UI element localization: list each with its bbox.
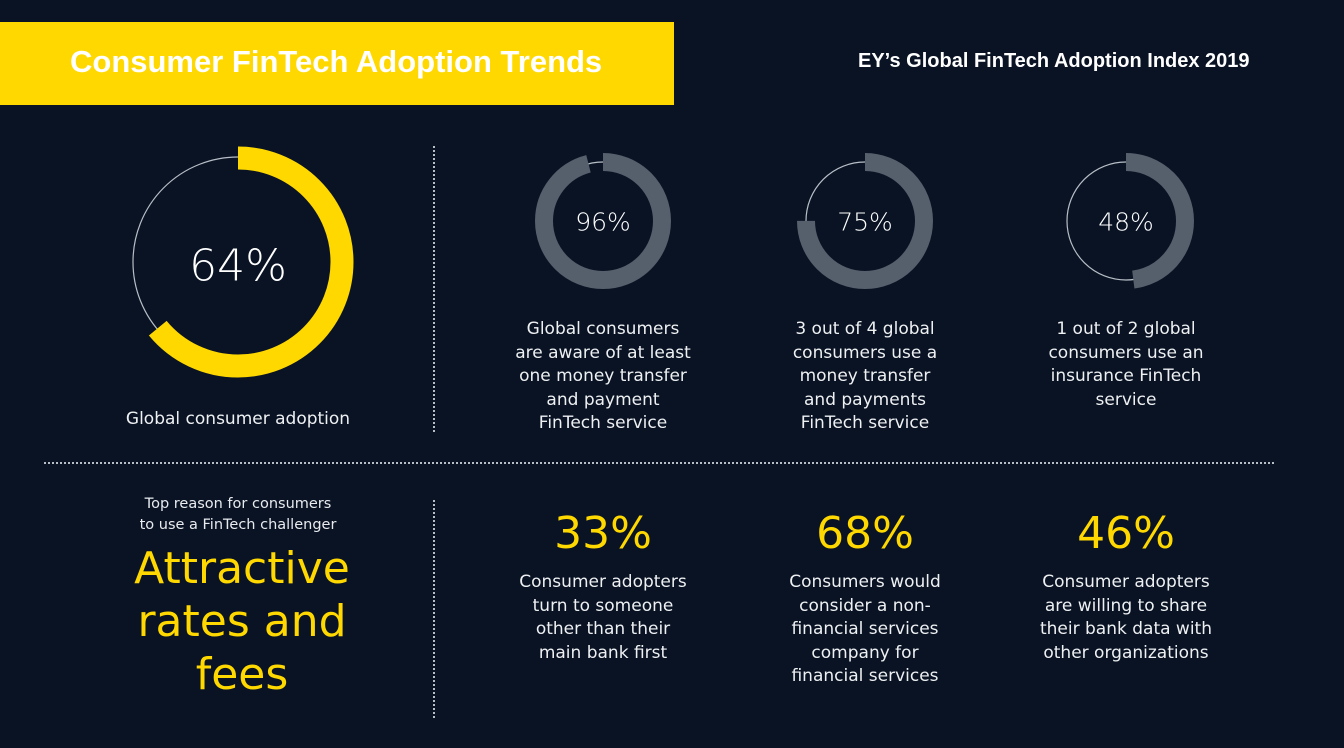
donut-money-transfer	[797, 153, 933, 289]
stat-value-nonfinancial: 68%	[816, 508, 914, 559]
donut-label-adoption: 64%	[189, 240, 287, 292]
caption-adoption: Global consumer adoption	[125, 409, 351, 429]
donut-insurance	[1058, 153, 1194, 289]
title-banner	[0, 22, 674, 105]
donut-label-awareness: 96%	[575, 207, 631, 237]
stat-caption-share-data: Consumer adopters are willing to share t…	[1039, 572, 1213, 663]
donut-arc	[122, 146, 354, 378]
caption-insurance: 1 out of 2 global consumers use an insur…	[1048, 319, 1204, 410]
stat-caption-nonfinancial: Consumers would consider a non- financia…	[789, 572, 941, 686]
divider-vertical-bottom	[433, 500, 435, 718]
reason-headline: Attractive rates and fees	[134, 543, 350, 700]
reason-intro: Top reason for consumers to use a FinTec…	[139, 496, 337, 533]
donut-awareness	[535, 153, 671, 289]
caption-awareness: Global consumers are aware of at least o…	[515, 319, 691, 433]
donut-label-money-transfer: 75%	[837, 207, 893, 237]
divider-horizontal	[44, 462, 1274, 464]
donut-arc	[1058, 153, 1194, 289]
page-title: Consumer FinTech Adoption Trends	[70, 44, 603, 79]
donut-arc	[535, 153, 671, 289]
divider-vertical-top	[433, 146, 435, 432]
stat-caption-bank: Consumer adopters turn to someone other …	[519, 572, 687, 663]
caption-money-transfer: 3 out of 4 global consumers use a money …	[792, 319, 938, 433]
donut-arc	[797, 153, 933, 289]
donut-global-adoption	[122, 146, 354, 378]
stat-value-bank: 33%	[554, 508, 652, 559]
donut-label-insurance: 48%	[1098, 207, 1154, 237]
stat-value-share-data: 46%	[1077, 508, 1175, 559]
source-subtitle: EY’s Global FinTech Adoption Index 2019	[858, 50, 1250, 72]
